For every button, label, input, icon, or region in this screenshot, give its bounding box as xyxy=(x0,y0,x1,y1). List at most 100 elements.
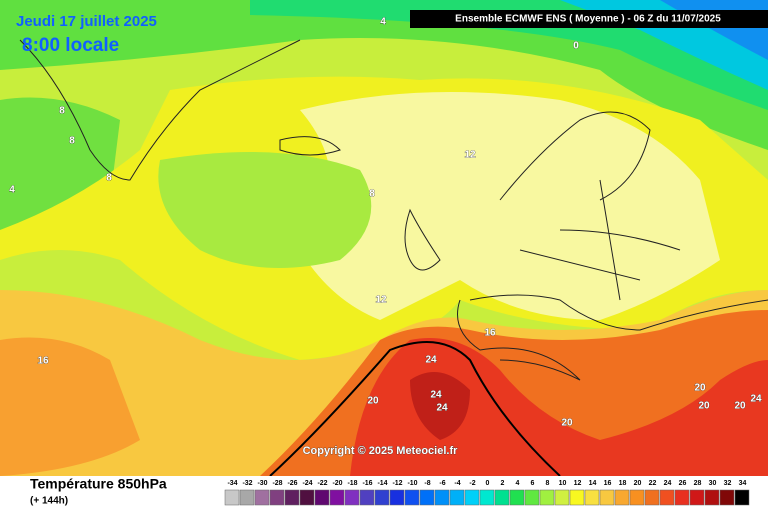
map-background xyxy=(0,0,768,477)
contour-label: 24 xyxy=(430,390,442,401)
contour-label: 20 xyxy=(698,401,710,412)
legend-label: -30 xyxy=(257,480,267,487)
legend-label: 12 xyxy=(574,480,582,487)
model-label: Ensemble ECMWF ENS ( Moyenne ) - 06 Z du… xyxy=(455,14,721,25)
legend-label: -32 xyxy=(242,480,252,487)
legend-swatch xyxy=(569,489,585,506)
time-label: 8:00 locale xyxy=(22,35,119,56)
parameter-label: Température 850hPa xyxy=(30,476,167,492)
legend-swatch xyxy=(479,489,495,506)
legend-label: 24 xyxy=(664,480,672,487)
legend-swatch xyxy=(674,489,690,506)
legend-swatch xyxy=(344,489,360,506)
legend-swatch xyxy=(434,489,450,506)
legend-label: 34 xyxy=(739,480,747,487)
legend-label: -18 xyxy=(347,480,357,487)
contour-label: 8 xyxy=(106,173,112,184)
legend-label: -16 xyxy=(362,480,372,487)
legend-swatch xyxy=(374,489,390,506)
contour-label: 8 xyxy=(59,106,65,117)
contour-label: 20 xyxy=(694,383,706,394)
legend-label: -22 xyxy=(317,480,327,487)
legend-swatch xyxy=(494,489,510,506)
copyright: Copyright © 2025 Meteociel.fr xyxy=(303,445,459,457)
legend-swatch xyxy=(239,489,255,506)
legend-swatch xyxy=(734,489,750,506)
contour-label: 4 xyxy=(9,185,15,196)
legend-swatch xyxy=(359,489,375,506)
contour-label: 16 xyxy=(37,356,49,367)
legend-swatch xyxy=(689,489,705,506)
legend-swatch xyxy=(704,489,720,506)
legend-label: -14 xyxy=(377,480,387,487)
legend-label: 20 xyxy=(634,480,642,487)
legend-label: 0 xyxy=(486,480,490,487)
legend-swatch xyxy=(329,489,345,506)
legend-swatch xyxy=(314,489,330,506)
legend-swatch xyxy=(269,489,285,506)
legend-swatch xyxy=(449,489,465,506)
contour-label: 24 xyxy=(750,394,762,405)
legend-swatch xyxy=(644,489,660,506)
legend-swatch xyxy=(224,489,240,506)
legend-swatch xyxy=(509,489,525,506)
legend-swatch xyxy=(539,489,555,506)
contour-label: 20 xyxy=(734,401,746,412)
model-box xyxy=(410,10,768,28)
legend-label: -12 xyxy=(392,480,402,487)
legend-swatch xyxy=(719,489,735,506)
date-label: Jeudi 17 juillet 2025 xyxy=(16,13,157,30)
contour-label: 12 xyxy=(375,295,387,306)
legend-label: -28 xyxy=(272,480,282,487)
contour-label: 8 xyxy=(369,189,375,200)
contour-label: 20 xyxy=(367,396,379,407)
contour-label: 0 xyxy=(573,41,579,52)
legend-swatch xyxy=(629,489,645,506)
legend-label: 30 xyxy=(709,480,717,487)
legend-swatch xyxy=(389,489,405,506)
contour-label: 16 xyxy=(484,328,496,339)
contour-label: 4 xyxy=(380,17,386,28)
legend-label: 8 xyxy=(546,480,550,487)
legend-swatch xyxy=(599,489,615,506)
legend-swatch xyxy=(464,489,480,506)
contour-label: 8 xyxy=(69,136,75,147)
legend-label: -8 xyxy=(424,480,430,487)
legend-label: -24 xyxy=(302,480,312,487)
contour-label: 24 xyxy=(425,355,437,366)
legend-label: -20 xyxy=(332,480,342,487)
contour-label: 20 xyxy=(561,418,573,429)
legend-swatch xyxy=(584,489,600,506)
contour-label: 12 xyxy=(464,150,476,161)
legend-swatch xyxy=(404,489,420,506)
legend-swatch xyxy=(524,489,540,506)
legend-label: 6 xyxy=(531,480,535,487)
legend-label: 4 xyxy=(516,480,520,487)
legend-label: 28 xyxy=(694,480,702,487)
legend-label: 26 xyxy=(679,480,687,487)
legend-label: 22 xyxy=(649,480,657,487)
legend-swatch xyxy=(254,489,270,506)
legend-swatch xyxy=(554,489,570,506)
legend-label: -34 xyxy=(227,480,237,487)
legend-label: -4 xyxy=(454,480,460,487)
legend-swatch xyxy=(614,489,630,506)
legend-label: -26 xyxy=(287,480,297,487)
legend-label: 14 xyxy=(589,480,597,487)
legend-swatch xyxy=(419,489,435,506)
legend-label: 18 xyxy=(619,480,627,487)
legend-swatch xyxy=(284,489,300,506)
lead-label: (+ 144h) xyxy=(30,496,68,507)
legend-label: -6 xyxy=(439,480,445,487)
contour-label: 24 xyxy=(436,403,448,414)
legend-label: 2 xyxy=(501,480,505,487)
legend-swatch xyxy=(299,489,315,506)
legend-label: -2 xyxy=(469,480,475,487)
legend-label: 32 xyxy=(724,480,732,487)
legend-label: 10 xyxy=(559,480,567,487)
legend-label: 16 xyxy=(604,480,612,487)
legend-label: -10 xyxy=(407,480,417,487)
legend-swatch xyxy=(659,489,675,506)
